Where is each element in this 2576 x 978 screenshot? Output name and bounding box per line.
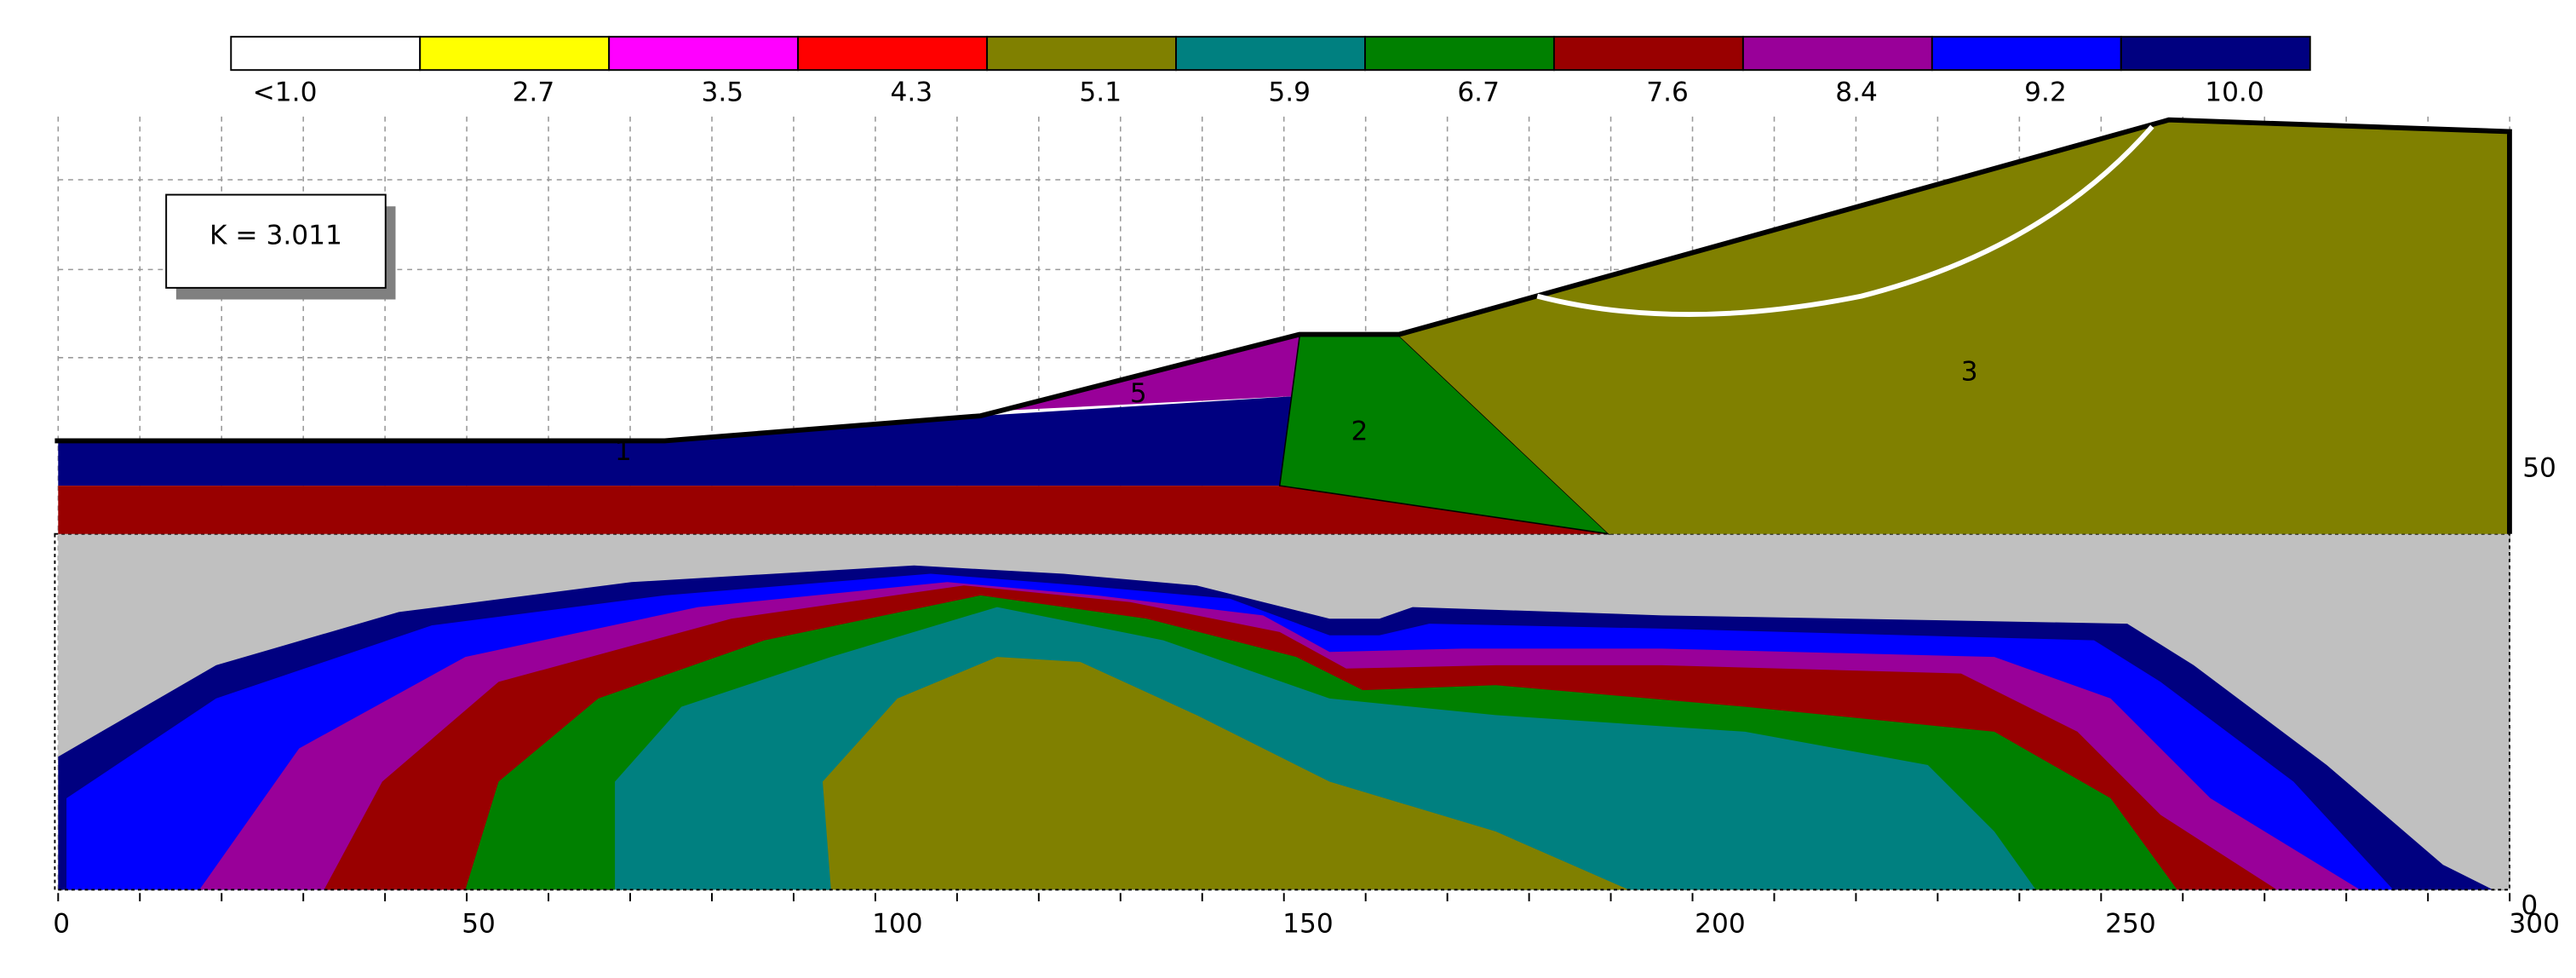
legend-label: 10.0 [2205, 78, 2264, 108]
x-tick-label: 50 [462, 908, 496, 939]
dam-section [55, 117, 2512, 535]
legend-swatch [1552, 36, 1744, 72]
layer [1399, 121, 2510, 534]
region-label: 3 [1961, 356, 1978, 387]
x-tick-label: 100 [872, 908, 923, 939]
x-tick-label: 250 [2105, 908, 2156, 939]
region-label: 5 [1130, 378, 1147, 409]
legend-swatch [797, 36, 989, 72]
legend-swatch [419, 36, 611, 72]
factor-box: K = 3.011 [165, 193, 396, 300]
legend-label: <1.0 [253, 78, 318, 108]
x-tick-label: 150 [1282, 908, 1334, 939]
zone-border [54, 532, 2510, 891]
contour-zone [54, 532, 2510, 891]
factor-label: K = 3.011 [209, 220, 342, 250]
region-label: 2 [1351, 417, 1368, 447]
box [165, 193, 387, 289]
legend-label: 8.4 [1835, 78, 1878, 108]
ground-surface [55, 117, 2512, 534]
grid [57, 116, 2511, 901]
legend-label: 9.2 [2024, 78, 2067, 108]
slip-surface [1536, 124, 2154, 318]
legend-label: 5.9 [1268, 78, 1311, 108]
x-tick-label: 200 [1695, 908, 1746, 939]
labels: 0 50 100 150 200 250 300 50 0 1 2 3 5 [53, 356, 2560, 939]
legend-label: 3.5 [702, 78, 744, 108]
y-tick-label: 0 [2521, 890, 2538, 921]
legend-swatch [230, 36, 422, 72]
legend-label: 2.7 [513, 78, 555, 108]
legend-swatch [1931, 36, 2122, 72]
band [823, 657, 1629, 890]
legend-swatch [1175, 36, 1366, 72]
y-tick-label: 50 [2522, 453, 2556, 484]
legend-label: 7.6 [1646, 78, 1689, 108]
layer [58, 486, 1609, 534]
legend-swatch [986, 36, 1178, 72]
legend-label: 4.3 [890, 78, 932, 108]
legend: <1.0 2.7 3.5 4.3 5.1 5.9 6.7 7.6 8.4 9.2 10.0 [230, 36, 2311, 108]
region-label: 1 [615, 436, 632, 467]
legend-swatch [1364, 36, 1555, 72]
legend-swatch [1741, 36, 1933, 72]
x-tick-label: 300 [2509, 908, 2560, 939]
legend-swatch [608, 36, 800, 72]
legend-label: 5.1 [1079, 78, 1122, 108]
x-tick-label: 0 [53, 908, 70, 939]
legend-label: 6.7 [1457, 78, 1500, 108]
legend-swatch [2120, 36, 2311, 72]
